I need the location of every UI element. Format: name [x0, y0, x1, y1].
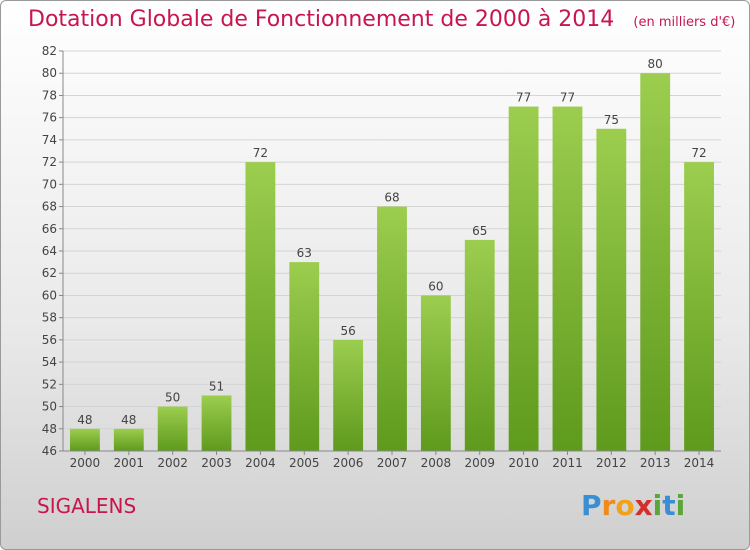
- x-tick-label: 2009: [464, 456, 495, 470]
- bar-value-label: 72: [691, 146, 706, 160]
- bar-value-label: 48: [121, 413, 136, 427]
- bar: [289, 262, 320, 451]
- x-tick-label: 2008: [421, 456, 452, 470]
- bar: [245, 162, 276, 451]
- logo-letter: P: [581, 489, 602, 522]
- x-tick-label: 2002: [157, 456, 188, 470]
- y-tick-label: 66: [42, 222, 57, 236]
- bar: [684, 162, 714, 451]
- bar-value-label: 60: [428, 279, 443, 293]
- bar: [70, 428, 100, 451]
- logo-letter: x: [634, 489, 653, 522]
- bar-value-label: 77: [560, 91, 575, 105]
- axes: 46 48 50 52 54 56 58 60 62 64 66 68 70 72 74 76 78 80 82 20…: [42, 44, 721, 470]
- commune-name: SIGALENS: [37, 494, 137, 518]
- x-tick-label: 2007: [377, 456, 408, 470]
- y-tick-label: 60: [42, 288, 57, 302]
- logo-letter: t: [662, 489, 676, 522]
- bar: [157, 406, 188, 451]
- bar-value-label: 48: [77, 413, 92, 427]
- bar-value-label: 65: [472, 224, 487, 238]
- y-tick-label: 48: [42, 422, 57, 436]
- logo-letter: o: [615, 489, 635, 522]
- logo-letter: i: [675, 489, 686, 522]
- bar: [333, 339, 364, 451]
- bar: [552, 106, 583, 452]
- bar-value-label: 77: [516, 91, 531, 105]
- bar-value-label: 80: [648, 57, 663, 71]
- x-tick-label: 2012: [596, 456, 627, 470]
- logo-letter: i: [652, 489, 663, 522]
- x-tick-label: 2013: [640, 456, 671, 470]
- bar: [377, 206, 407, 451]
- y-tick-label: 56: [42, 333, 57, 347]
- x-tick-label: 2014: [684, 456, 715, 470]
- y-tick-label: 78: [42, 88, 57, 102]
- title-row: Dotation Globale de Fonctionnement de 20…: [28, 7, 735, 32]
- y-tick-label: 68: [42, 200, 57, 214]
- chart-subtitle: (en milliers d'€): [633, 15, 736, 30]
- y-tick-label: 54: [42, 355, 57, 369]
- x-tick-label: 2003: [201, 456, 232, 470]
- logo-letter: r: [601, 489, 616, 522]
- y-tick-label: 64: [42, 244, 57, 258]
- y-tick-label: 76: [42, 111, 57, 125]
- bar: [640, 73, 671, 451]
- bar-value-label: 68: [384, 191, 399, 205]
- y-tick-label: 72: [42, 155, 57, 169]
- bar-value-label: 50: [165, 391, 180, 405]
- bar: [596, 128, 627, 451]
- y-tick-label: 46: [42, 444, 57, 458]
- bars: 48 48 50 51 72 63 56 68 60 65 77 77 75 80 72: [70, 57, 714, 452]
- y-tick-label: 82: [42, 44, 57, 58]
- y-tick-label: 62: [42, 266, 57, 280]
- x-tick-label: 2005: [289, 456, 320, 470]
- y-tick-label: 80: [42, 66, 57, 80]
- bar-value-label: 56: [340, 324, 355, 338]
- chart-title: Dotation Globale de Fonctionnement de 20…: [28, 7, 615, 32]
- x-tick-label: 2004: [245, 456, 276, 470]
- x-tick-label: 2006: [333, 456, 364, 470]
- y-tick-label: 50: [42, 400, 57, 414]
- x-tick-label: 2001: [114, 456, 145, 470]
- y-tick-label: 52: [42, 377, 57, 391]
- y-tick-label: 74: [42, 133, 57, 147]
- y-tick-label: 58: [42, 311, 57, 325]
- proxiti-logo: Proxiti: [581, 489, 685, 522]
- y-tick-label: 70: [42, 177, 57, 191]
- x-tick-label: 2011: [552, 456, 583, 470]
- bar: [464, 239, 495, 451]
- x-tick-label: 2000: [70, 456, 101, 470]
- bar-value-label: 51: [209, 379, 224, 393]
- bar-value-label: 72: [253, 146, 268, 160]
- bar: [508, 106, 539, 452]
- x-tick-label: 2010: [508, 456, 539, 470]
- bar: [113, 428, 144, 451]
- bar-value-label: 63: [297, 246, 312, 260]
- bar: [420, 295, 451, 451]
- bar-value-label: 75: [604, 113, 619, 127]
- bar: [201, 395, 232, 451]
